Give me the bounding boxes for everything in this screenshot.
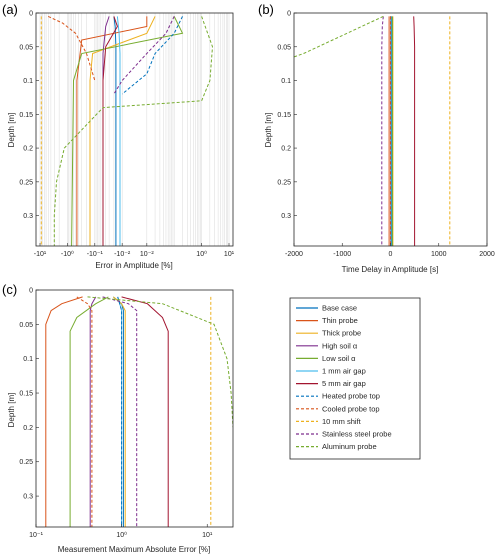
series-group xyxy=(40,15,214,246)
series-line-3 xyxy=(89,296,97,527)
x-axis-label: Measurement Maximum Absolute Error [%] xyxy=(58,545,211,554)
x-tick-label: 10⁻¹ xyxy=(29,532,43,539)
legend: Base case Thin probe Thick probe High soil … xyxy=(289,297,421,460)
panel-label-a: (a) xyxy=(2,2,18,17)
y-tick-label: 0.2 xyxy=(281,146,291,153)
chart-c: 0 0.05 0.1 0.15 0.2 0.25 0.3 10⁻¹ 10⁰ 10¹ Measur… xyxy=(7,288,234,554)
legend-label: Low soil α xyxy=(322,354,356,363)
legend-label: 10 mm shift xyxy=(322,417,362,426)
y-tick-label: 0 xyxy=(287,11,291,18)
y-axis-label: Depth [m] xyxy=(7,113,16,148)
y-tick-label: 0.05 xyxy=(277,44,291,51)
chart-b: 0 0.05 0.1 0.15 0.2 0.25 0.3 -2000 -1000 0 1000 20… xyxy=(264,11,495,275)
y-tick-label: 0.1 xyxy=(23,356,33,363)
x-tick-label: 10⁻² xyxy=(140,251,154,258)
chart-a: 0 0.05 0.1 0.15 0.2 0.25 0.3 -10¹ -10⁰ -10⁻¹ -10⁻… xyxy=(7,11,235,271)
plot-area-frame xyxy=(35,12,234,247)
legend-label: Cooled probe top xyxy=(322,404,380,413)
x-tick-label: 10¹ xyxy=(202,532,213,539)
y-tick-label: 0.3 xyxy=(23,213,33,220)
y-tick-label: 0.1 xyxy=(281,78,291,85)
x-tick-label: -10⁰ xyxy=(61,250,74,258)
y-axis-ticks: 0 0.05 0.1 0.15 0.2 0.25 0.3 xyxy=(277,11,297,220)
plot-area-frame xyxy=(35,289,234,528)
x-axis-label: Error in Amplitude [%] xyxy=(95,261,172,270)
legend-label: Thin probe xyxy=(322,316,358,325)
x-tick-label: 1000 xyxy=(431,251,447,258)
y-tick-label: 0.3 xyxy=(281,213,291,220)
series-line-4 xyxy=(71,16,184,246)
series-line-2 xyxy=(89,16,156,246)
legend-box xyxy=(289,297,421,460)
y-tick-label: 0.15 xyxy=(19,112,33,119)
series-line-5 xyxy=(117,296,123,527)
series-line-11 xyxy=(87,296,233,428)
series-line-5 xyxy=(116,16,121,246)
series-line-6 xyxy=(102,16,118,246)
legend-label: High soil α xyxy=(322,341,358,350)
y-tick-label: 0.1 xyxy=(23,78,33,85)
legend-label: 5 mm air gap xyxy=(322,379,366,388)
series-line-8 xyxy=(47,15,96,81)
y-tick-label: 0 xyxy=(29,288,33,295)
x-gridlines xyxy=(39,13,230,246)
x-tick-label: -10⁻¹ xyxy=(87,251,104,258)
y-tick-label: 0 xyxy=(29,11,33,18)
y-tick-label: 0.15 xyxy=(19,391,33,398)
x-tick-label: 0 xyxy=(389,251,393,258)
x-tick-label: 10⁰ xyxy=(196,250,207,258)
x-tick-label: -2000 xyxy=(285,251,303,258)
x-tick-label: 10⁰ xyxy=(116,531,127,539)
legend-label: Thick probe xyxy=(322,329,361,338)
series-line-11 xyxy=(294,15,384,58)
x-tick-label: -10⁻² xyxy=(114,251,131,258)
y-tick-label: 0.2 xyxy=(23,425,33,432)
series-group xyxy=(294,15,451,246)
x-axis-ticks: 10⁻¹ 10⁰ 10¹ xyxy=(29,524,213,539)
series-line-1 xyxy=(76,16,148,246)
x-axis-ticks: -10¹ -10⁰ -10⁻¹ -10⁻² 10⁻² 10⁰ 10¹ xyxy=(34,243,235,258)
panel-label-c: (c) xyxy=(2,282,17,297)
series-line-4 xyxy=(69,296,109,527)
y-axis-ticks: 0 0.05 0.1 0.15 0.2 0.25 0.3 xyxy=(19,288,39,501)
y-tick-label: 0.05 xyxy=(19,44,33,51)
legend-label: Heated probe top xyxy=(322,392,380,401)
panel-label-b: (b) xyxy=(258,2,274,17)
series-line-3 xyxy=(102,16,110,246)
series-line-10 xyxy=(381,16,384,246)
x-tick-label: 10¹ xyxy=(224,251,235,258)
y-axis-ticks: 0 0.05 0.1 0.15 0.2 0.25 0.3 xyxy=(19,11,39,220)
series-line-1 xyxy=(45,296,83,527)
x-tick-label: -10¹ xyxy=(34,251,47,258)
y-tick-label: 0.25 xyxy=(277,179,291,186)
series-line-10 xyxy=(102,296,138,527)
series-line-6 xyxy=(121,296,169,527)
y-tick-label: 0.05 xyxy=(19,322,33,329)
x-axis-label: Time Delay in Amplitude [s] xyxy=(342,265,439,274)
series-group xyxy=(45,296,233,527)
y-tick-label: 0.3 xyxy=(23,494,33,501)
legend-label: Stainless steel probe xyxy=(322,430,392,439)
series-line-7 xyxy=(117,296,123,527)
series-line-7 xyxy=(121,16,183,95)
x-axis-ticks: -2000 -1000 0 1000 2000 xyxy=(285,243,495,258)
series-line-10 xyxy=(113,16,175,95)
legend-label: Base case xyxy=(322,304,357,313)
series-line-8 xyxy=(76,296,93,527)
series-line-11 xyxy=(53,16,214,246)
y-tick-label: 0.25 xyxy=(19,459,33,466)
legend-label: Aluminum probe xyxy=(322,442,377,451)
y-axis-label: Depth [m] xyxy=(264,113,273,148)
series-line-6 xyxy=(413,16,416,246)
legend-label: 1 mm air gap xyxy=(322,367,366,376)
x-tick-label: -1000 xyxy=(333,251,351,258)
series-line-0 xyxy=(113,16,117,246)
y-axis-label: Depth [m] xyxy=(7,393,16,428)
y-tick-label: 0.2 xyxy=(23,146,33,153)
y-tick-label: 0.25 xyxy=(19,179,33,186)
x-tick-label: 2000 xyxy=(479,251,495,258)
y-tick-label: 0.15 xyxy=(277,112,291,119)
